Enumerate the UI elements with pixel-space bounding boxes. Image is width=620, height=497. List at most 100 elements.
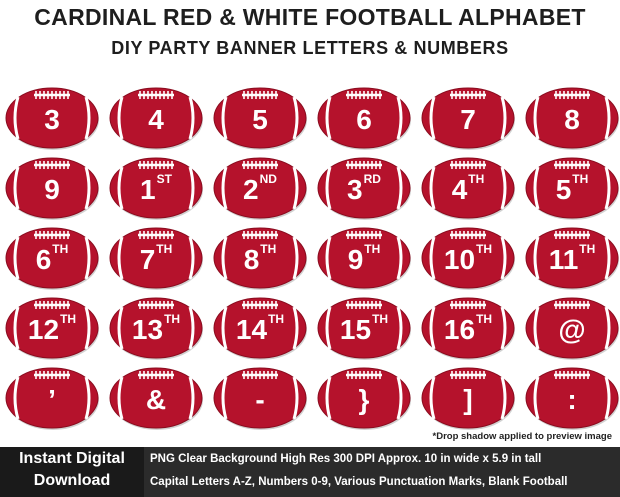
football-glyph-suffix: TH bbox=[164, 312, 181, 326]
football-banner-letter: 4 bbox=[108, 84, 204, 152]
football-icon bbox=[109, 297, 203, 360]
football-glyph-main: : bbox=[567, 384, 577, 415]
football-glyph: & bbox=[108, 364, 204, 432]
football-glyph-suffix: TH bbox=[579, 242, 596, 256]
page-title: CARDINAL RED & WHITE FOOTBALL ALPHABET bbox=[34, 4, 586, 30]
page-subtitle: DIY PARTY BANNER LETTERS & NUMBERS bbox=[111, 38, 509, 58]
football-grid: 3 4 5 6 7 8 9 1 ST 2 ND 3 RD 4 TH 5 TH 6 TH 7 TH 8 TH 9 TH 10 TH 11… bbox=[0, 84, 620, 432]
football-glyph-suffix: TH bbox=[476, 312, 493, 326]
football-banner-letter: 13 TH bbox=[108, 294, 204, 362]
football-glyph: 8 bbox=[524, 84, 620, 152]
football-icon bbox=[109, 367, 203, 430]
football-icon bbox=[421, 227, 515, 290]
football-glyph-main: 3 bbox=[44, 104, 60, 135]
football-banner-letter: ] bbox=[420, 364, 516, 432]
football-glyph: 9 TH bbox=[316, 224, 412, 292]
football-icon bbox=[213, 87, 307, 150]
drop-shadow-note: *Drop shadow applied to preview image bbox=[432, 431, 612, 442]
football-glyph-main: 6 bbox=[35, 244, 52, 275]
football-banner-letter: 9 bbox=[4, 154, 100, 222]
football-icon bbox=[525, 87, 619, 150]
football-glyph: 3 RD bbox=[316, 154, 412, 222]
football-glyph-main: 4 bbox=[451, 174, 468, 205]
football-banner-letter: 16 TH bbox=[420, 294, 516, 362]
football-glyph: ’ bbox=[4, 364, 100, 432]
football-icon bbox=[5, 87, 99, 150]
football-glyph: 7 TH bbox=[108, 224, 204, 292]
football-icon bbox=[109, 157, 203, 220]
football-glyph-main: & bbox=[145, 384, 167, 415]
football-glyph-main: ] bbox=[463, 384, 473, 415]
football-glyph-main: 14 bbox=[235, 314, 268, 345]
football-glyph: - bbox=[212, 364, 308, 432]
football-glyph: } bbox=[316, 364, 412, 432]
football-glyph-main: @ bbox=[558, 314, 586, 345]
football-glyph: ] bbox=[420, 364, 516, 432]
football-glyph: 4 TH bbox=[420, 154, 516, 222]
download-line-2: Download bbox=[33, 472, 111, 489]
football-glyph-main: 11 bbox=[548, 244, 579, 275]
football-icon bbox=[421, 367, 515, 430]
football-glyph-main: 6 bbox=[356, 104, 372, 135]
football-glyph: 10 TH bbox=[420, 224, 516, 292]
football-icon bbox=[109, 227, 203, 290]
football-banner-letter: 3 RD bbox=[316, 154, 412, 222]
football-glyph-main: 7 bbox=[460, 104, 476, 135]
football-icon bbox=[525, 157, 619, 220]
football-glyph: 8 TH bbox=[212, 224, 308, 292]
football-glyph: 6 TH bbox=[4, 224, 100, 292]
football-banner-letter: 2 ND bbox=[212, 154, 308, 222]
football-icon bbox=[421, 157, 515, 220]
football-banner-letter: 15 TH bbox=[316, 294, 412, 362]
football-icon bbox=[317, 227, 411, 290]
footer-bar: Instant Digital Download PNG Clear Backg… bbox=[0, 447, 620, 497]
football-glyph-main: 7 bbox=[139, 244, 156, 275]
football-banner-letter: : bbox=[524, 364, 620, 432]
football-banner-letter: ’ bbox=[4, 364, 100, 432]
football-banner-letter: 6 TH bbox=[4, 224, 100, 292]
football-glyph-main: 9 bbox=[347, 244, 364, 275]
football-glyph: 6 bbox=[316, 84, 412, 152]
download-line-1: Instant Digital bbox=[19, 450, 125, 467]
football-glyph-main: 3 bbox=[347, 174, 363, 205]
football-banner-letter: 3 bbox=[4, 84, 100, 152]
football-glyph: 13 TH bbox=[108, 294, 204, 362]
football-glyph: 1 ST bbox=[108, 154, 204, 222]
football-glyph-suffix: TH bbox=[468, 172, 485, 186]
football-banner-letter: 6 bbox=[316, 84, 412, 152]
football-glyph: 11 TH bbox=[524, 224, 620, 292]
football-glyph-suffix: TH bbox=[260, 242, 277, 256]
football-glyph-main: 15 bbox=[339, 314, 372, 345]
football-icon bbox=[317, 87, 411, 150]
football-glyph-main: 13 bbox=[131, 314, 164, 345]
football-icon bbox=[421, 87, 515, 150]
football-glyph: 9 bbox=[4, 154, 100, 222]
football-glyph-main: 5 bbox=[555, 174, 572, 205]
football-icon bbox=[5, 297, 99, 360]
football-glyph-main: ’ bbox=[48, 384, 56, 415]
football-glyph-main: 12 bbox=[27, 314, 60, 345]
football-banner-letter: @ bbox=[524, 294, 620, 362]
football-banner-letter: 1 ST bbox=[108, 154, 204, 222]
football-banner-letter: 10 TH bbox=[420, 224, 516, 292]
football-banner-letter: & bbox=[108, 364, 204, 432]
football-glyph-main: 10 bbox=[443, 244, 476, 275]
football-glyph: 2 ND bbox=[212, 154, 308, 222]
football-glyph-main: 9 bbox=[44, 174, 60, 205]
instant-download-box: Instant Digital Download bbox=[0, 447, 144, 497]
football-glyph-main: 4 bbox=[148, 104, 164, 135]
football-glyph-suffix: ND bbox=[259, 172, 277, 186]
football-glyph: 16 TH bbox=[420, 294, 516, 362]
football-glyph-suffix: RD bbox=[363, 172, 381, 186]
football-icon bbox=[213, 227, 307, 290]
football-glyph-main: - bbox=[255, 384, 265, 415]
football-banner-letter: 5 bbox=[212, 84, 308, 152]
football-glyph-suffix: TH bbox=[60, 312, 77, 326]
football-icon bbox=[421, 297, 515, 360]
football-glyph-main: 5 bbox=[252, 104, 268, 135]
football-glyph: 7 bbox=[420, 84, 516, 152]
football-icon bbox=[317, 297, 411, 360]
football-icon bbox=[525, 367, 619, 430]
football-glyph-suffix: TH bbox=[268, 312, 285, 326]
football-icon bbox=[213, 157, 307, 220]
